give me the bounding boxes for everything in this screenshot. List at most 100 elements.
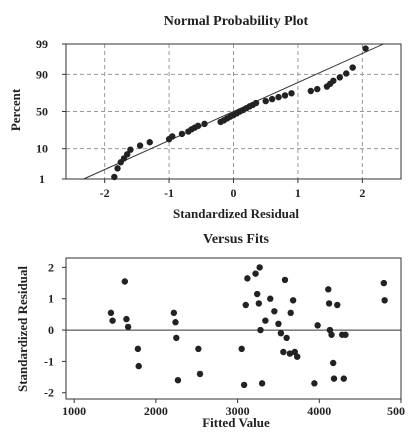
chart2-title: Versus Fits [203, 232, 270, 247]
chart1-point [330, 77, 337, 84]
chart1-point [268, 95, 276, 103]
chart1-point [275, 93, 282, 101]
chart2-x-tick-label: 1000 [62, 404, 86, 418]
chart2-point [325, 300, 333, 307]
chart1-x-label: Standardized Residual [173, 206, 299, 221]
chart2-y-tick-label: 0 [48, 323, 54, 337]
chart1-y-tick-label: 1 [39, 172, 45, 186]
chart2-point [238, 345, 245, 353]
normal-probability-plot: Normal Probability Plot Percent Standard… [8, 14, 402, 221]
chart1-point [124, 151, 131, 158]
chart2-point [134, 345, 142, 353]
chart1-point [362, 45, 369, 52]
chart2-plot-frame [65, 257, 402, 400]
chart2-x-tick-label: 3000 [226, 404, 250, 418]
chart2-x-tick-label: 4000 [307, 404, 331, 418]
chart1-y-tick-label: 50 [36, 105, 48, 119]
chart2-x-tick-label: 500 [387, 404, 405, 418]
chart2-point [334, 301, 341, 309]
versus-fits-plot: Versus Fits Standardized Residual Fitted… [15, 232, 405, 430]
chart1-point [127, 146, 134, 153]
chart2-point [291, 348, 298, 356]
chart2-point [342, 331, 349, 338]
chart2-point [328, 331, 335, 338]
chart2-y-tick-label: -2 [44, 386, 54, 400]
chart1-title: Normal Probability Plot [164, 14, 309, 29]
chart1-x-tick-label: 0 [231, 186, 237, 200]
chart1-grid [66, 43, 401, 180]
chart1-point [262, 97, 269, 105]
chart2-y-label: Standardized Residual [15, 266, 30, 392]
chart2-point [280, 348, 287, 356]
chart1-x-ticks: -2 -1 0 1 2 [100, 179, 365, 200]
chart1-point [281, 92, 289, 99]
chart2-point [109, 317, 116, 324]
chart2-point [242, 301, 249, 309]
chart2-point [277, 330, 285, 337]
chart2-point [256, 264, 263, 271]
chart2-point [123, 315, 130, 323]
chart2-point [252, 270, 259, 277]
chart1-y-tick-label: 99 [36, 37, 48, 51]
chart1-point [111, 173, 118, 181]
chart2-point [170, 309, 178, 317]
chart2-point [340, 375, 348, 382]
chart2-point [107, 309, 115, 317]
chart1-y-ticks: 1 10 50 90 99 [36, 37, 66, 186]
chart1-y-tick-label: 10 [36, 142, 48, 156]
chart2-point [325, 286, 332, 293]
chart2-point [330, 375, 338, 382]
chart2-point [195, 345, 202, 353]
chart2-point [174, 377, 182, 384]
chart2-point [275, 320, 282, 327]
chart2-point [294, 353, 301, 360]
chart1-x-tick-label: 2 [359, 186, 365, 200]
chart2-point [196, 370, 204, 378]
chart2-point [257, 326, 264, 334]
chart1-point [252, 99, 260, 107]
chart2-point [244, 275, 251, 282]
chart2-point [240, 381, 248, 389]
chart2-point [173, 334, 180, 342]
chart1-point [146, 139, 153, 146]
chart1-point [201, 120, 208, 128]
chart1-point [136, 142, 144, 149]
chart1-point [349, 64, 356, 71]
chart1-x-tick-label: -1 [164, 186, 174, 200]
chart2-point [271, 308, 278, 315]
chart2-point [329, 359, 337, 367]
chart1-x-tick-label: -2 [100, 186, 110, 200]
chart1-point [307, 87, 315, 95]
chart2-point [262, 317, 269, 324]
chart1-points [111, 45, 369, 181]
chart2-point [380, 279, 388, 287]
chart2-point [286, 350, 294, 357]
chart1-point [336, 74, 343, 81]
chart1-y-tick-label: 90 [36, 67, 48, 81]
chart1-point [343, 70, 350, 77]
chart2-point [381, 297, 388, 304]
chart2-x-label: Fitted Value [202, 415, 270, 430]
chart1-point [169, 133, 176, 140]
chart1-point [194, 122, 202, 130]
chart2-point [135, 362, 142, 370]
chart1-point [288, 90, 295, 97]
chart2-y-tick-label: 1 [48, 292, 54, 306]
chart2-point [289, 297, 297, 304]
chart1-point [114, 165, 121, 172]
chart2-point [172, 319, 179, 326]
chart1-y-label: Percent [8, 88, 23, 131]
chart2-point [253, 290, 261, 298]
chart2-point [121, 278, 129, 285]
chart1-fit-line [83, 43, 384, 180]
chart1-point [178, 130, 186, 138]
chart2-point [287, 309, 294, 317]
chart1-x-tick-label: 1 [295, 186, 301, 200]
chart2-point [281, 276, 289, 284]
chart2-points [107, 264, 388, 389]
chart2-point [255, 300, 263, 307]
chart2-point [267, 295, 274, 302]
chart2-y-tick-label: 2 [48, 260, 54, 274]
